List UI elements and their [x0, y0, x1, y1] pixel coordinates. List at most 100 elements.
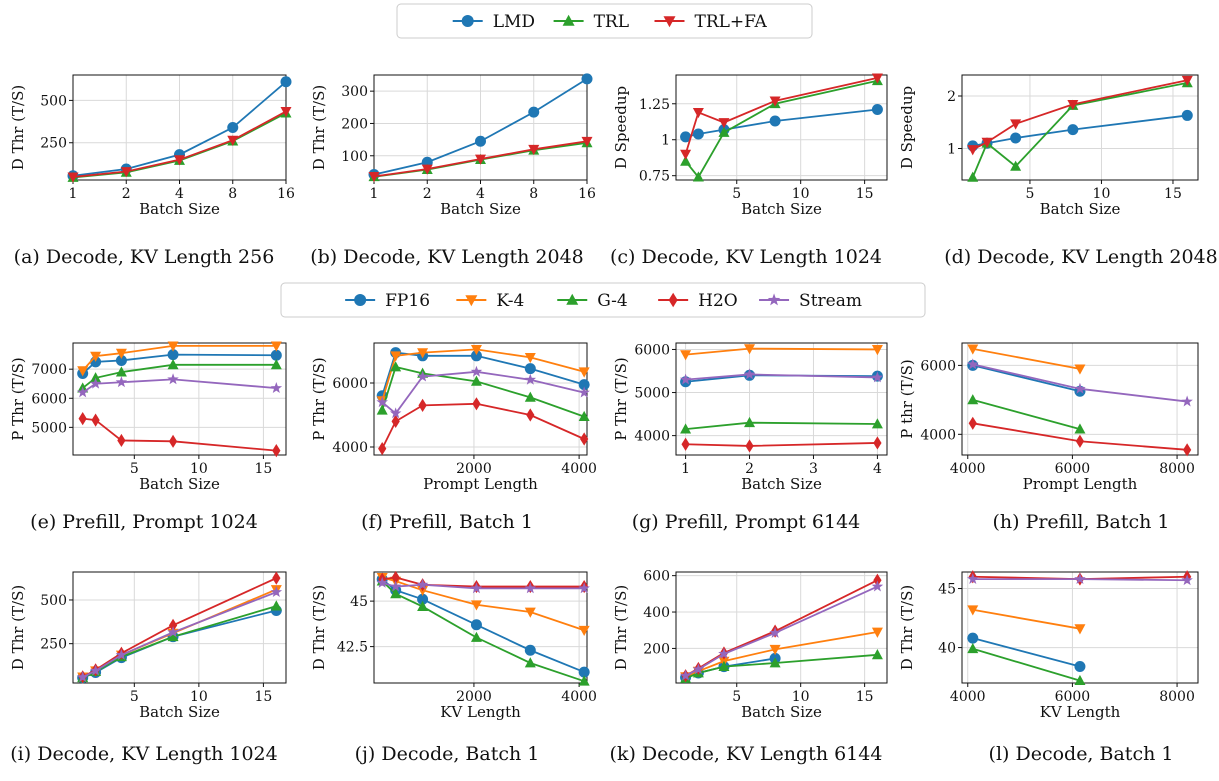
x-tick-label: 4: [476, 186, 485, 202]
data-point-lmd: [692, 128, 704, 140]
y-tick-label: 6000: [332, 376, 368, 392]
data-point-h2o: [418, 398, 427, 412]
data-point-fp16: [115, 354, 127, 366]
data-point-lmd: [871, 104, 883, 116]
x-axis-label: KV Length: [440, 703, 521, 721]
series-line-h2o: [82, 417, 277, 452]
y-tick-label: 40: [938, 641, 956, 657]
y-tick-label: 400: [643, 605, 670, 621]
y-tick-label: 6000: [634, 342, 670, 358]
plot-frame: [961, 342, 1199, 456]
data-point-h2o: [745, 439, 754, 453]
subplot-i: 5 10 15 250 500 Batch Size D Thr (T/S) (i) Deco…: [9, 571, 287, 765]
series-stream: [679, 368, 884, 385]
legend-label-g-4: G-4: [597, 291, 627, 311]
series-line-h2o: [685, 442, 878, 447]
data-point-lmd: [581, 73, 593, 85]
y-tick-label: 6000: [31, 391, 67, 407]
subplot-g: 1 2 3 4 4000 5000 6000 Batch Size P Thr (T/S) (g)…: [612, 342, 888, 533]
data-point-stream: [743, 368, 756, 380]
y-tick-label: 45: [938, 582, 956, 598]
data-point-stream: [769, 626, 781, 638]
subplot-caption: (k) Decode, KV Length 6144: [610, 743, 883, 765]
series-h2o: [681, 436, 882, 453]
data-point-k-4: [390, 351, 402, 362]
y-axis-label: D Thr (T/S): [898, 585, 916, 670]
data-point-k-4: [77, 366, 89, 377]
data-point-fp16: [167, 349, 179, 361]
data-point-k-4: [167, 341, 179, 352]
y-tick-label: 2: [947, 89, 956, 105]
y-axis-label: P Thr (T/S): [310, 357, 328, 441]
data-point-g-4: [390, 361, 402, 372]
subplot-a: 1 2 4 8 16 250 500 Batch Size D Thr (T/S) (a) Dec…: [9, 74, 295, 268]
x-tick-label: 10: [792, 186, 810, 202]
data-point-fp16: [578, 379, 590, 391]
data-point-h2o: [1182, 443, 1192, 457]
y-axis-label: P Thr (T/S): [9, 357, 27, 441]
series-line-fp16: [972, 637, 1081, 668]
data-point-k-4: [967, 605, 979, 616]
data-point-k-4: [270, 341, 282, 352]
legend-marker-trl-fa: [663, 16, 676, 28]
data-point-stream: [76, 386, 89, 398]
legend-marker-trl: [562, 14, 575, 26]
data-point-trl-fa: [67, 172, 79, 183]
subplot-caption: (i) Decode, KV Length 1024: [10, 743, 277, 765]
series-stream: [679, 580, 884, 681]
x-tick-label: 8000: [1159, 461, 1195, 477]
legend-label-fp16: FP16: [385, 291, 430, 311]
data-point-stream: [967, 573, 979, 584]
x-tick-label: 5: [1025, 186, 1034, 202]
data-point-trl-fa: [1010, 119, 1022, 130]
x-tick-label: 15: [254, 689, 272, 705]
grid: [962, 75, 1198, 180]
subplot-e: 5 10 15 5000 6000 7000 Batch Size P Thr (T/S) (e…: [9, 341, 287, 533]
subplot-caption: (b) Decode, KV Length 2048: [310, 246, 584, 268]
series-line-k-4: [381, 348, 585, 401]
data-point-stream: [115, 648, 128, 660]
series-lmd: [680, 104, 883, 143]
data-point-h2o: [91, 413, 100, 427]
data-point-k-4: [1074, 624, 1086, 635]
data-point-stream: [692, 663, 705, 675]
legend-label-trl-fa: TRL+FA: [695, 12, 768, 32]
data-point-fp16: [270, 349, 282, 361]
data-point-stream: [1074, 382, 1086, 394]
data-point-g-4: [1074, 674, 1086, 686]
data-point-fp16: [1074, 660, 1086, 672]
data-point-h2o: [873, 573, 882, 587]
data-point-g-4: [871, 649, 883, 660]
series-k-4: [376, 573, 590, 637]
data-point-g-4: [578, 675, 590, 686]
data-point-h2o: [681, 437, 690, 451]
data-point-lmd: [1181, 109, 1193, 121]
y-tick-label: 5000: [634, 386, 670, 402]
series-stream: [76, 373, 283, 398]
data-point-k-4: [871, 627, 883, 638]
x-tick-label: 2: [745, 461, 754, 477]
data-point-h2o: [378, 442, 387, 456]
x-tick-label: 2: [423, 186, 432, 202]
data-point-stream: [167, 626, 179, 638]
data-point-stream: [1181, 574, 1193, 586]
data-point-k-4: [680, 350, 692, 361]
y-axis-label: D Thr (T/S): [9, 85, 27, 170]
y-tick-label: 7000: [31, 362, 67, 378]
data-point-g-4: [417, 600, 429, 611]
x-tick-label: 15: [856, 689, 874, 705]
series-line-k-4: [685, 631, 878, 678]
data-point-lmd: [1010, 132, 1022, 144]
series-line-g-4: [82, 605, 277, 679]
series-fp16: [967, 632, 1086, 672]
series-line-g-4: [972, 647, 1081, 682]
data-point-stream: [389, 407, 402, 419]
data-point-trl-fa: [280, 107, 292, 118]
data-point-trl-fa: [528, 144, 540, 156]
y-tick-label: 4000: [332, 440, 368, 456]
subplot-caption: (c) Decode, KV Length 1024: [610, 246, 882, 268]
y-axis-label: P Thr (T/S): [612, 357, 630, 441]
subplot-caption: (a) Decode, KV Length 256: [14, 246, 275, 268]
